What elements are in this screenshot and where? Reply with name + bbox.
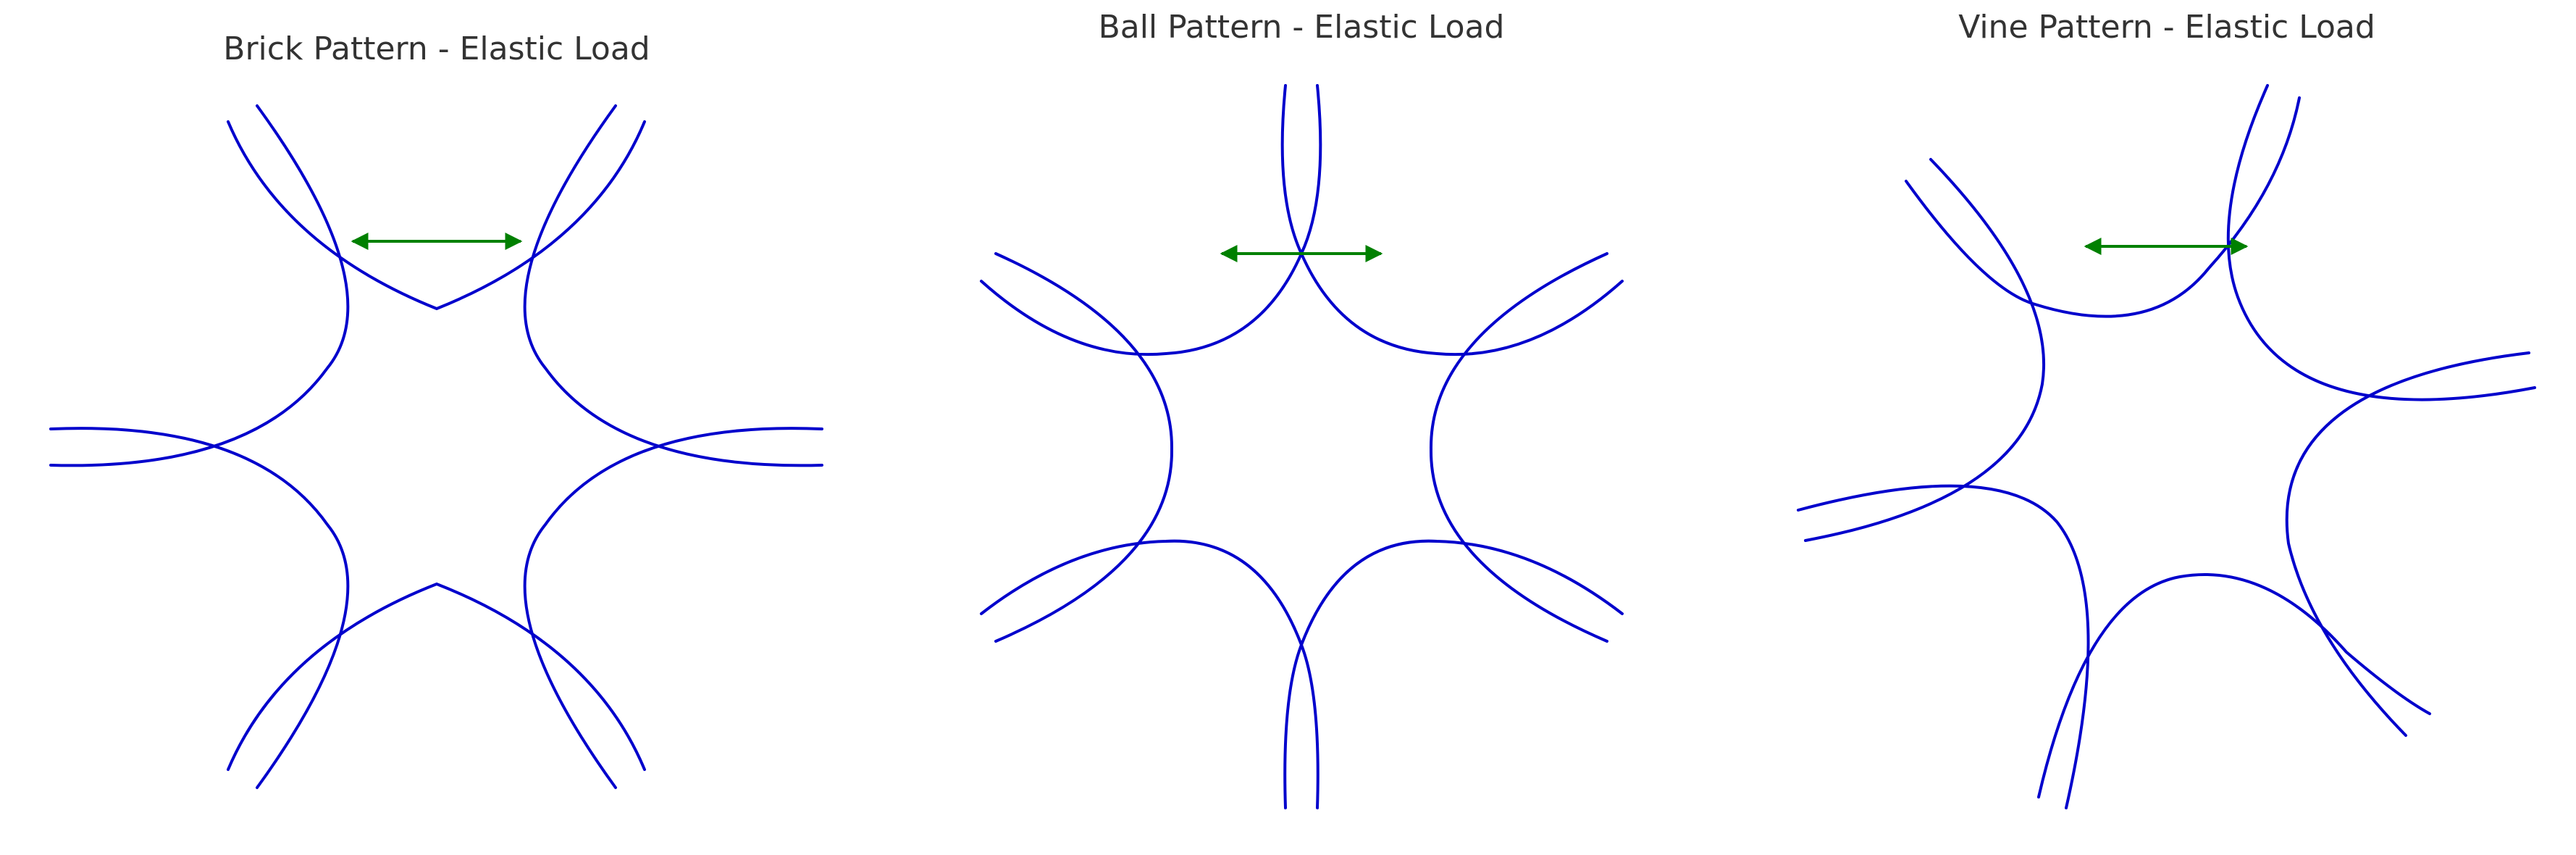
ball-curve-bottom-right <box>1299 539 1624 809</box>
brick-curve-lower-right <box>523 427 823 789</box>
panel-brick: Brick Pattern - Elastic Load <box>49 30 823 789</box>
ball-curve-right <box>1429 252 1608 643</box>
brick-curve-lower-left <box>49 427 350 789</box>
ball-curve-bottom-left <box>980 539 1304 809</box>
vine-curve-right <box>2285 351 2530 737</box>
brick-curve-upper-right <box>523 104 823 467</box>
ball-curve-top-right <box>1299 84 1624 356</box>
vine-curve-upper-right <box>2226 84 2536 401</box>
panel-title-brick: Brick Pattern - Elastic Load <box>223 30 650 67</box>
panel-vine: Vine Pattern - Elastic Load <box>1797 9 2536 809</box>
vine-curves <box>1797 84 2536 809</box>
vine-curve-lower-left <box>1797 484 2090 809</box>
vine-curve-bottom <box>2037 573 2431 798</box>
vine-curve-upper-left <box>1804 158 2046 542</box>
brick-curve-upper-left <box>49 104 350 467</box>
brick-curve-bottom <box>227 582 646 771</box>
ball-curves <box>980 84 1624 809</box>
brick-curves <box>49 104 823 789</box>
ball-curve-top-left <box>980 84 1304 356</box>
brick-curve-top <box>227 120 646 311</box>
panel-ball: Ball Pattern - Elastic Load <box>980 9 1624 809</box>
panel-title-vine: Vine Pattern - Elastic Load <box>1958 9 2375 46</box>
ball-curve-left <box>994 252 1174 643</box>
panel-title-ball: Ball Pattern - Elastic Load <box>1099 9 1505 46</box>
vine-curve-top <box>1905 96 2301 318</box>
